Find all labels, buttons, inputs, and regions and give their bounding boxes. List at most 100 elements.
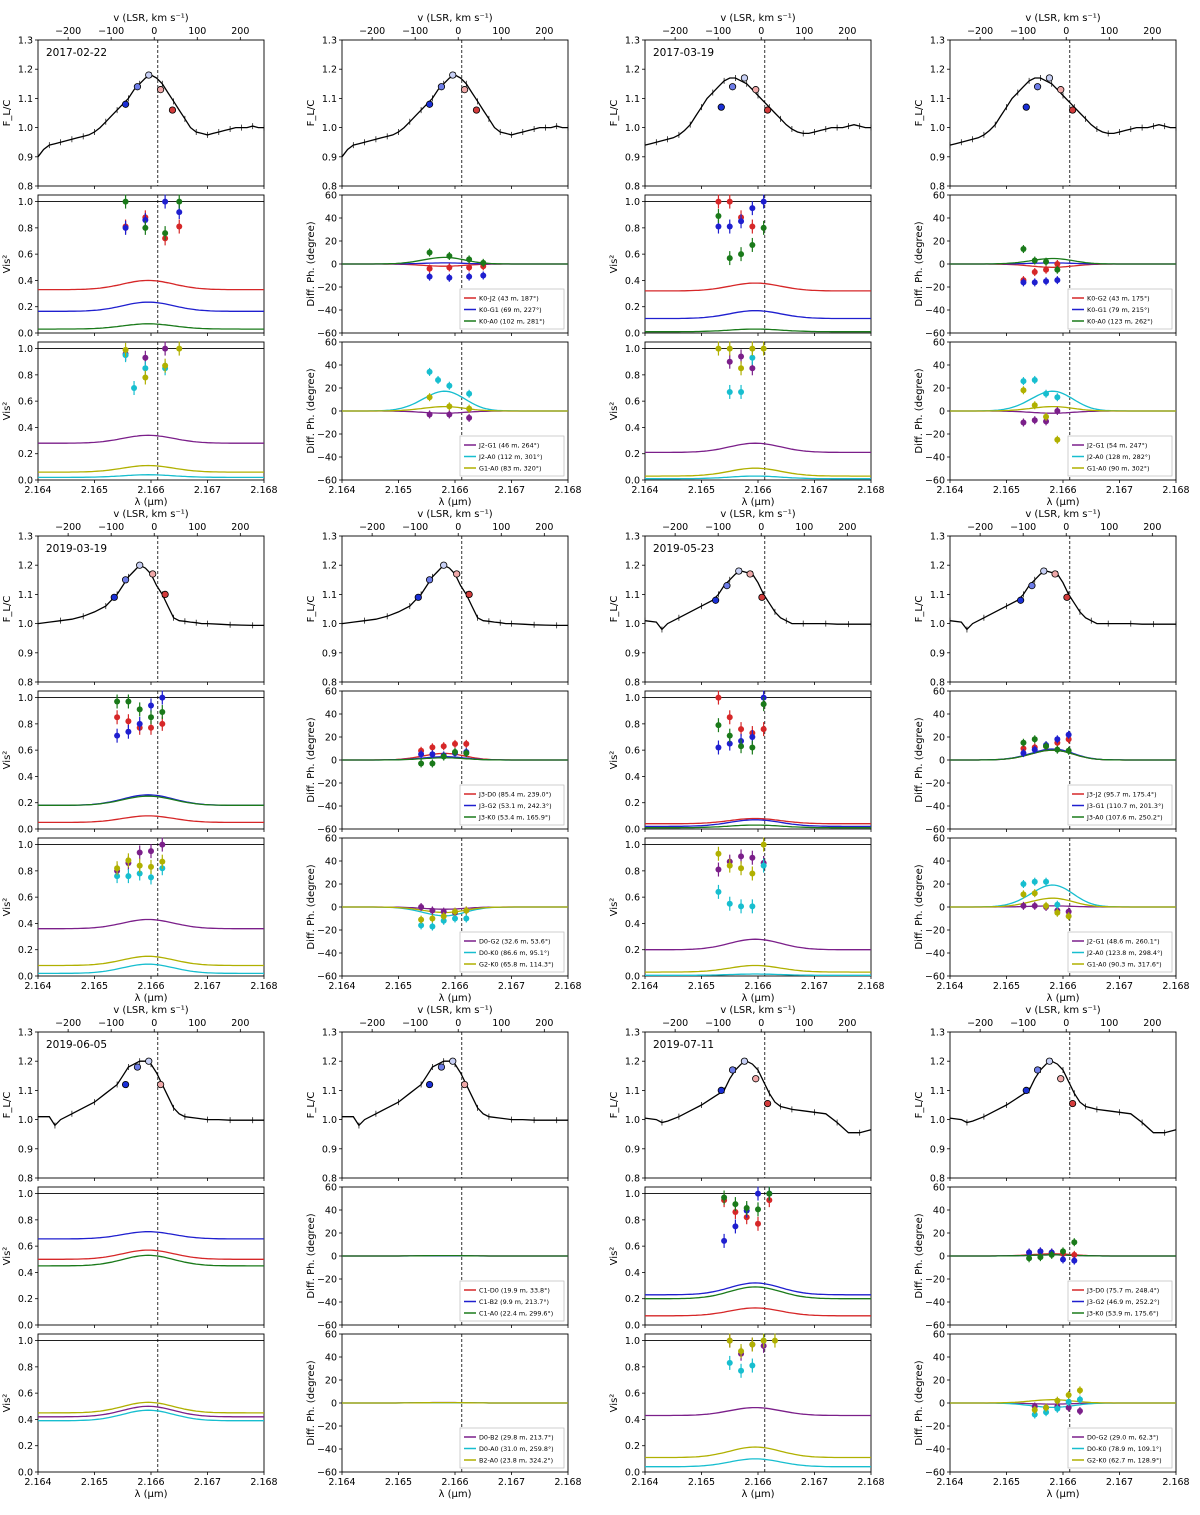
- ep2-c0-r2-ytick-label: 1.0: [18, 840, 33, 851]
- ep3-c3-r2-ytick-label: −40: [925, 949, 945, 960]
- ep1-c3-r1-point-K0-G2: [1043, 266, 1050, 273]
- ep2-c0-r0-vtick-label: 100: [188, 522, 206, 533]
- ep1-c2-r2-point-J2-G1: [726, 358, 733, 365]
- ep2-c0-r2-frame: [37, 837, 265, 977]
- ep3-c3-r1-point-J3-A0: [1020, 739, 1027, 746]
- ep3-c3-r2-xtick-label: 2.164: [936, 981, 963, 992]
- ep0-c1-r1-point-K0-A0: [480, 259, 487, 266]
- ep1-c3-r2-point-J2-A0: [1031, 376, 1038, 383]
- ep5-c2-r1-ytick-label: 0.4: [625, 1268, 640, 1279]
- ep3-c3-r2-ytick-label: −60: [925, 972, 945, 983]
- ep2-c0-r0-flux-point: [110, 593, 118, 601]
- ep1-c2-r2-point-G1-A0: [726, 345, 733, 352]
- ep0-c0-r1-point-K0-A0: [176, 198, 183, 205]
- ep1-c2-r1-model-K0-A0: [645, 328, 871, 333]
- ep3-c3-r0-ytick-label: 0.8: [930, 678, 945, 689]
- ep4-c1-r1-ytick-label: −40: [317, 1298, 337, 1309]
- ep0-c0-r0-vtick-label: 100: [188, 26, 206, 37]
- ep0-c1-r1-ytick-label: 40: [325, 214, 337, 225]
- ep4-c0-r0-frame: [37, 1031, 265, 1179]
- ep4-c1-r2-ytick-label: 40: [325, 1353, 337, 1364]
- ep2-c1-r1-legend-box: [459, 784, 565, 826]
- ep5-c2-r2-ytick-label: 0.8: [625, 1362, 640, 1373]
- ep5-c3-r0-ytick-label: 1.2: [930, 1057, 945, 1068]
- ep0-c1-r2-point-G1-A0: [426, 394, 433, 401]
- ep3-c3-r0-vtick-label: −100: [1010, 522, 1036, 533]
- ep0-c1-r2-ytick-label: −60: [317, 476, 337, 487]
- ep0-c0-r1-ytick-label: 0.4: [18, 276, 33, 287]
- ep2-c1-r1-legend-label: J3-K0 (53.4 m, 165.9°): [478, 814, 551, 822]
- ep4-c1-r2-ytick-label: 0: [331, 1399, 337, 1410]
- ep1-c2-r2-xlabel: λ (μm): [741, 497, 774, 508]
- ep2-c0-r0-ylabel: F_L/C: [2, 596, 13, 623]
- ep1-c2-r2-xtick-label: 2.167: [801, 485, 828, 496]
- ep1-c2-r1-point-K0-A0: [715, 213, 722, 220]
- ep1-c2-r2-xtick-label: 2.166: [744, 485, 771, 496]
- ep3-c3-r2-xtick-label: 2.165: [993, 981, 1020, 992]
- ep2-c1-r0-ytick-label: 1.1: [322, 590, 337, 601]
- ep2-c1-r2-point-G2-K0: [463, 907, 470, 914]
- ep5-c2-r0-vtick-label: −100: [705, 1018, 731, 1029]
- ep0-c0-r2-xlabel: λ (μm): [134, 497, 167, 508]
- ep5-c2-r2-point-G2-K0: [738, 1348, 745, 1355]
- ep2-c0-r2-point-D0-G2: [159, 841, 166, 848]
- ep3-c3-r2-point-J2-A0: [1043, 878, 1050, 885]
- ep1-c3-r1-point-K0-A0: [1020, 246, 1027, 253]
- ep0-c0-r2-ytick-label: 0.0: [18, 476, 33, 487]
- ep0-c0-r1-point-K0-G1: [176, 209, 183, 216]
- ep2-c0-r1-model-J3-D0: [38, 815, 264, 824]
- ep0-c0-r0-toplabel: v (LSR, km s⁻¹): [113, 13, 188, 24]
- ep1-c2-r1-point-K0-A0: [738, 251, 745, 258]
- ep3-c2-r2-model-G1-A0: [645, 964, 871, 973]
- ep2-c0-r0-flux-point: [161, 590, 169, 599]
- ep5-c2-r2-xtick-label: 2.166: [744, 1477, 771, 1488]
- ep1-c3-r2-xtick-label: 2.165: [993, 485, 1020, 496]
- ep2-c1-r2-ytick-label: −40: [317, 949, 337, 960]
- ep2-c1-r0-toplabel: v (LSR, km s⁻¹): [417, 509, 492, 520]
- ep5-c3-r0-vtick-label: 200: [1143, 1018, 1161, 1029]
- ep1-c3-r2-ytick-label: 60: [933, 338, 945, 349]
- ep1-c2-r2-xtick-label: 2.164: [631, 485, 658, 496]
- ep2-c1-r1-point-J3-K0: [463, 750, 470, 757]
- ep4-c1-r0-flux-point: [437, 1063, 446, 1071]
- ep0-c1-r1-legend-label: K0-A0 (102 m, 281°): [479, 318, 545, 326]
- ep0-c0-r0-ylabel: F_L/C: [2, 100, 13, 127]
- ep5-c3-r2-ytick-label: −60: [925, 1468, 945, 1479]
- ep1-c3-r2-point-J2-G1: [1031, 417, 1038, 424]
- ep0-c1-r2-xlabel: λ (μm): [438, 497, 471, 508]
- ep2-c0-r1-point-J3-K0: [136, 706, 143, 713]
- ep4-c0-r1-ytick-label: 0.2: [18, 1294, 33, 1305]
- ep4-c0-r0-vtick-label: −200: [55, 1018, 81, 1029]
- ep0-c1-r2-ytick-label: 60: [325, 338, 337, 349]
- ep5-c2-r1-model-J3-G2: [645, 1282, 871, 1296]
- ep3-c2-r1-ytick-label: 0.6: [625, 746, 640, 757]
- ep1-c2-r1-point-K0-G1: [726, 223, 733, 230]
- ep0-c0-r2-xtick-label: 2.168: [250, 485, 277, 496]
- ep3-c3-r2-xtick-label: 2.167: [1106, 981, 1133, 992]
- ep0-c1-r2-legend-label: J2-A0 (112 m, 301°): [478, 453, 542, 461]
- ep2-c0-r1-point-J3-G2: [159, 694, 166, 701]
- ep2-c0-r0-vtick-label: −200: [55, 522, 81, 533]
- ep2-c1-r2-point-D0-G2: [429, 907, 436, 914]
- ep5-c3-r0-ytick-label: 1.1: [930, 1086, 945, 1097]
- ep2-c0-r1-ytick-label: 0.4: [18, 772, 33, 783]
- ep2-c0-r0-vtick-label: −100: [98, 522, 124, 533]
- ep4-c1-r2-legend-label: D0-A0 (31.0 m, 259.8°): [479, 1445, 554, 1453]
- ep2-c0-r1-ytick-label: 1.0: [18, 693, 33, 704]
- ep0-c1-r0-ylabel: F_L/C: [306, 100, 317, 127]
- ep4-c0-r2-ylabel: Vis²: [2, 1394, 13, 1413]
- ep5-c2-r1-model-J3-D0: [645, 1307, 871, 1317]
- ep2-c0-r0-frame: [37, 535, 265, 683]
- ep3-c2-r2-point-J2-A0: [749, 903, 756, 910]
- ep2-c1-r2-ytick-label: −20: [317, 926, 337, 937]
- ep2-c0-r2-ytick-label: 0.0: [18, 972, 33, 983]
- ep3-c3-r0-vtick-label: −200: [967, 522, 993, 533]
- ep0-c0-r2-ytick-label: 0.2: [18, 449, 33, 460]
- ep0-c1-r1-point-K0-G1: [466, 273, 473, 280]
- ep0-c1-r1-legend-label: K0-J2 (43 m, 187°): [479, 295, 539, 303]
- ep3-c2-r2-point-G1-A0: [760, 841, 767, 848]
- ep4-c0-r0-vtick-label: 200: [231, 1018, 249, 1029]
- ep2-c0-r2-ytick-label: 0.6: [18, 893, 33, 904]
- ep1-c2-r2-model-J2-G1: [645, 442, 871, 454]
- ep1-c3-r2-xtick-label: 2.167: [1106, 485, 1133, 496]
